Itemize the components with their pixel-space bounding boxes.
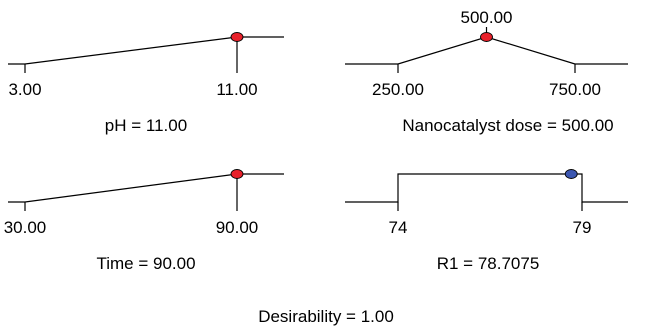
ramp-panel-nanocatalyst-dose: 250.00 750.00 500.00 Nanocatalyst dose = 50… — [345, 8, 628, 135]
tick-label-low: 30.00 — [4, 218, 47, 237]
desirability-curve — [8, 173, 284, 203]
desirability-curve — [8, 36, 284, 65]
tick-label-high: 11.00 — [216, 80, 257, 99]
tick-label-low: 3.00 — [8, 80, 41, 99]
optimum-marker — [230, 32, 244, 42]
optimum-marker — [480, 32, 493, 42]
ramp-panel-r1: 74 79 R1 = 78.7075 — [345, 169, 628, 273]
ramp-panel-ph: 3.00 11.00 pH = 11.00 — [8, 32, 284, 135]
tick-label-high: 90.00 — [216, 218, 259, 237]
panel-caption: pH = 11.00 — [105, 116, 187, 135]
optimum-marker — [564, 169, 578, 179]
tick-label-high: 79 — [573, 218, 592, 237]
optimum-marker — [230, 169, 244, 179]
overall-desirability-label: Desirability = 1.00 — [258, 307, 394, 326]
panel-caption: Nanocatalyst dose = 500.00 — [402, 116, 613, 135]
panel-caption: Time = 90.00 — [96, 254, 195, 273]
optimum-value-label: 500.00 — [461, 8, 513, 27]
tick-label-low: 250.00 — [372, 80, 424, 99]
ramp-panel-time: 30.00 90.00 Time = 90.00 — [4, 169, 284, 273]
panel-caption: R1 = 78.7075 — [437, 254, 540, 273]
tick-label-low: 74 — [389, 218, 408, 237]
tick-label-high: 750.00 — [549, 80, 601, 99]
desirability-curve — [345, 173, 628, 203]
